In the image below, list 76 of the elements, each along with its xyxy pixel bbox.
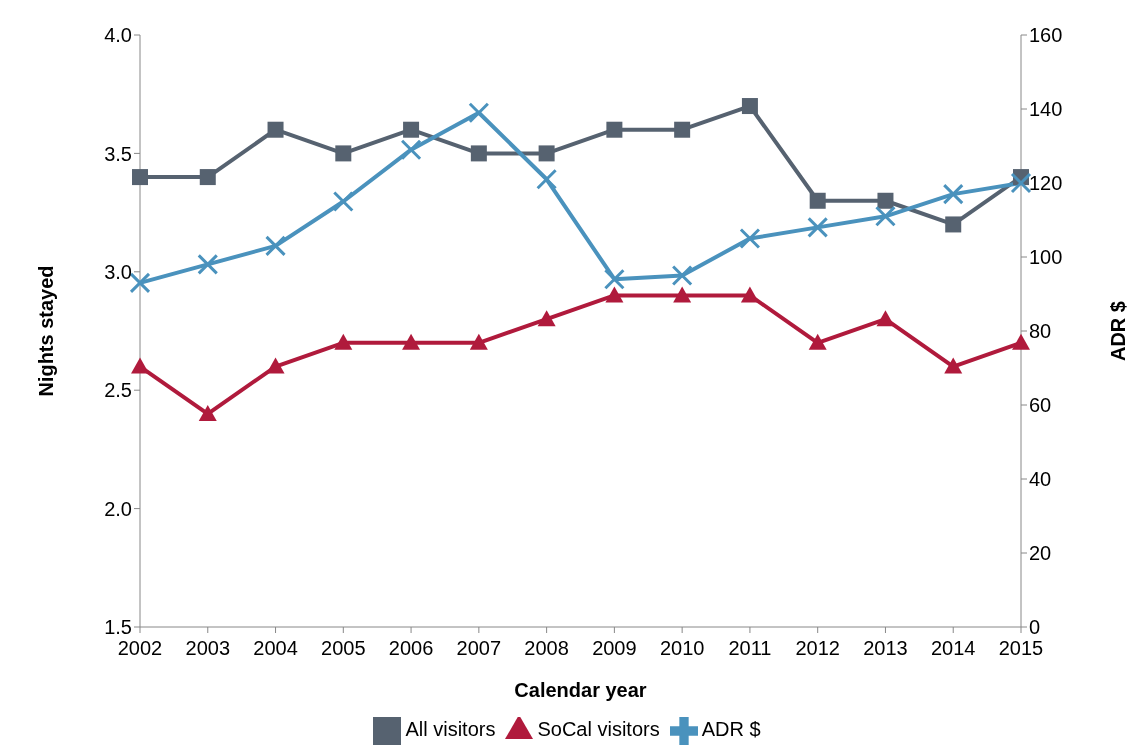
point: [807, 216, 829, 238]
x-tick-label: 2003: [185, 637, 231, 660]
x-tick-label: 2012: [795, 637, 840, 660]
y2-tick-label: 60: [1029, 394, 1052, 417]
point: [332, 191, 354, 212]
point: [741, 98, 758, 115]
legend-label: ADR $: [701, 718, 761, 741]
point: [266, 357, 285, 374]
point: [1012, 333, 1030, 350]
legend-label: All visitors: [405, 718, 496, 741]
point: [403, 121, 420, 138]
point: [468, 102, 490, 124]
x-tick-label: 2014: [930, 637, 976, 660]
x-tick-label: 2002: [117, 637, 163, 660]
y2-axis-title: ADR $: [1107, 300, 1130, 362]
x-tick-label: 2004: [253, 637, 298, 660]
y2-tick-label: 120: [1029, 172, 1063, 195]
point: [267, 121, 284, 138]
point: [945, 216, 962, 233]
point: [673, 286, 692, 303]
point: [131, 357, 149, 374]
point: [334, 333, 353, 350]
x-tick-label: 2006: [388, 637, 434, 660]
point: [470, 145, 487, 162]
point: [877, 192, 894, 209]
point: [1010, 172, 1032, 194]
y2-tick-label: 100: [1029, 246, 1063, 269]
point: [538, 145, 555, 162]
point: [942, 183, 964, 205]
y-tick-label: 1.5: [104, 616, 132, 639]
point: [199, 169, 216, 186]
point: [129, 272, 151, 294]
y-tick-label: 2.0: [104, 497, 132, 520]
point: [674, 121, 691, 138]
point: [198, 404, 217, 421]
point: [874, 205, 896, 227]
point: [400, 139, 422, 161]
x-tick-label: 2015: [998, 637, 1044, 660]
point: [265, 235, 287, 257]
y2-tick-label: 40: [1029, 468, 1052, 491]
point: [944, 357, 963, 374]
y-tick-label: 2.5: [104, 379, 132, 402]
x-tick-label: 2007: [456, 637, 502, 660]
y-tick-label: 3.5: [104, 142, 132, 165]
point: [537, 310, 556, 327]
y-tick-label: 3.0: [104, 260, 132, 283]
y-axis-title: Nights stayed: [35, 265, 58, 397]
y-tick-label: 4.0: [104, 24, 132, 47]
point: [605, 286, 624, 303]
point: [402, 333, 421, 350]
legend-label: SoCal visitors: [537, 718, 660, 741]
y2-tick-label: 80: [1029, 320, 1052, 343]
y2-tick-label: 140: [1029, 98, 1063, 121]
y2-tick-label: 160: [1029, 24, 1063, 47]
point: [808, 333, 827, 350]
point: [469, 333, 488, 350]
point: [671, 265, 693, 286]
point: [876, 310, 895, 327]
x-tick-label: 2005: [321, 637, 366, 660]
x-tick-label: 2011: [728, 637, 772, 660]
point: [197, 253, 219, 275]
point: [739, 228, 761, 249]
y2-tick-label: 20: [1029, 542, 1052, 565]
y2-tick-label: 0: [1029, 616, 1041, 639]
x-axis-title: Calendar year: [514, 679, 647, 701]
point: [740, 286, 759, 303]
x-tick-label: 2010: [659, 637, 705, 660]
x-tick-label: 2008: [524, 637, 569, 660]
x-tick-label: 2013: [863, 637, 908, 660]
point: [536, 168, 558, 190]
point: [809, 192, 826, 209]
point: [132, 169, 148, 186]
x-tick-label: 2009: [592, 637, 637, 660]
point: [335, 145, 352, 162]
point: [603, 268, 625, 290]
point: [606, 121, 623, 138]
